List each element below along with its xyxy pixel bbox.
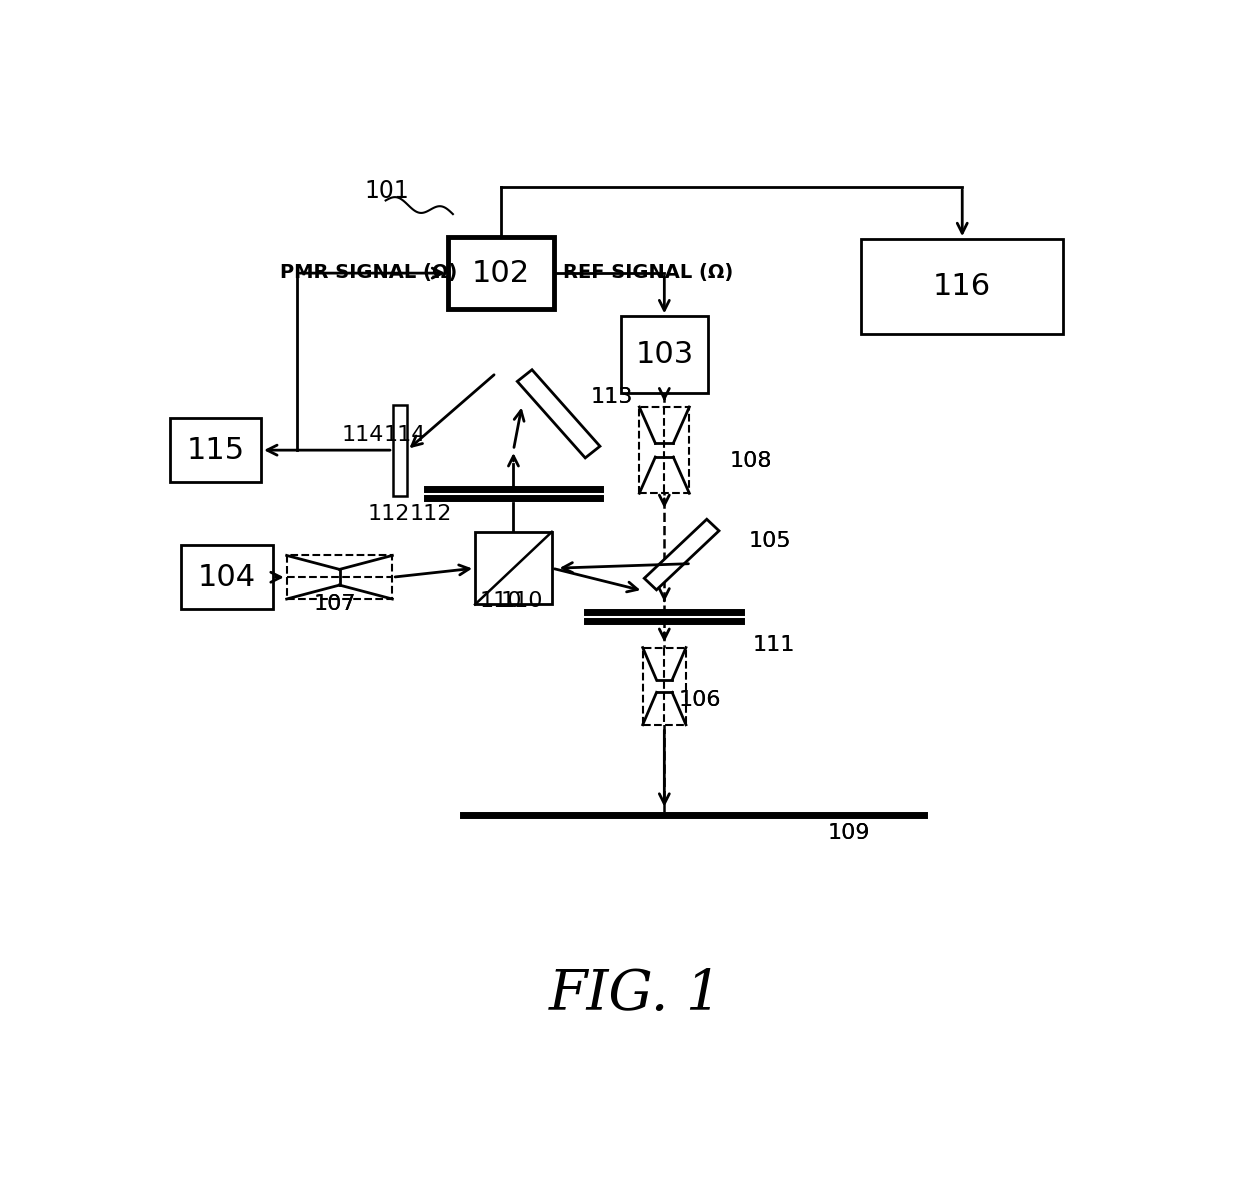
Text: FIG. 1: FIG. 1 — [549, 968, 722, 1022]
Text: 106: 106 — [678, 690, 722, 710]
Text: 108: 108 — [729, 452, 773, 472]
Text: 109: 109 — [828, 823, 870, 843]
Text: PMR SIGNAL (Ω): PMR SIGNAL (Ω) — [280, 263, 458, 282]
Text: 115: 115 — [186, 436, 244, 465]
Bar — [642, 647, 686, 725]
Text: 107: 107 — [314, 594, 356, 614]
Text: 111: 111 — [753, 635, 795, 656]
Text: 113: 113 — [590, 388, 632, 408]
Bar — [393, 404, 407, 495]
Text: 110: 110 — [480, 591, 522, 611]
Bar — [170, 419, 262, 482]
Text: 112: 112 — [367, 503, 409, 523]
Bar — [640, 407, 689, 493]
Text: 114: 114 — [383, 424, 427, 444]
Text: REF SIGNAL (Ω): REF SIGNAL (Ω) — [563, 263, 734, 282]
Text: 107: 107 — [314, 594, 356, 614]
Text: 113: 113 — [590, 388, 632, 408]
Bar — [448, 237, 554, 309]
Text: 108: 108 — [729, 452, 773, 472]
Text: 104: 104 — [198, 562, 257, 592]
Text: 102: 102 — [472, 258, 529, 288]
Text: 103: 103 — [635, 341, 693, 369]
Text: 101: 101 — [365, 179, 409, 204]
Text: 110: 110 — [501, 591, 543, 611]
Text: 109: 109 — [828, 823, 870, 843]
Text: 116: 116 — [934, 272, 991, 301]
Text: 105: 105 — [749, 531, 791, 551]
Polygon shape — [517, 370, 600, 457]
Bar — [475, 532, 552, 605]
Text: 105: 105 — [749, 531, 791, 551]
Text: 114: 114 — [341, 424, 383, 444]
Bar — [286, 555, 392, 599]
Bar — [621, 316, 708, 394]
Bar — [181, 546, 273, 610]
Text: 106: 106 — [678, 690, 722, 710]
Polygon shape — [645, 519, 719, 590]
Bar — [862, 239, 1063, 335]
Text: 112: 112 — [409, 503, 453, 523]
Text: 111: 111 — [753, 635, 795, 656]
